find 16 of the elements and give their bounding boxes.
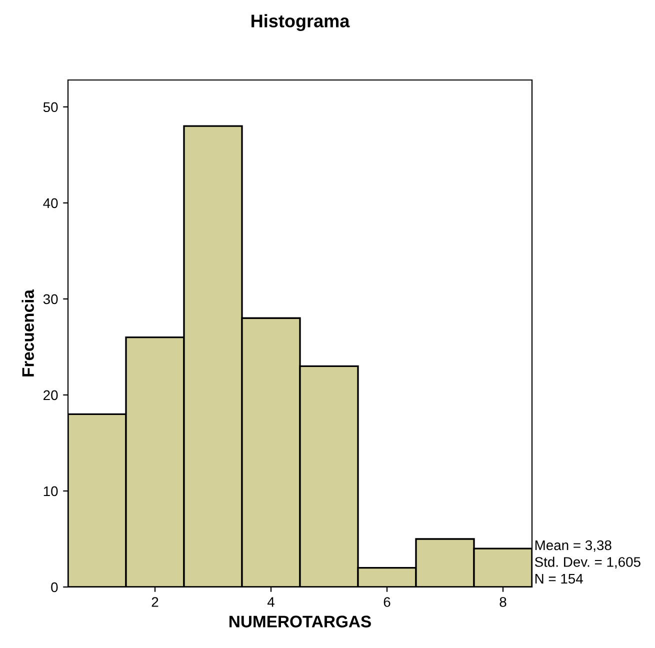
- x-tick-label: 2: [152, 597, 158, 607]
- chart-title: Histograma: [252, 14, 350, 32]
- y-tick-label: 40: [43, 198, 58, 208]
- y-tick-label: 0: [51, 582, 58, 592]
- x-axis-title: NUMEROTARGAS: [230, 616, 371, 628]
- text: Mean = 3,38: [535, 540, 612, 552]
- y-tick-label: 10: [44, 486, 58, 496]
- x-tick-label: 6: [384, 597, 390, 607]
- y-tick-label: 30: [43, 294, 58, 304]
- text: Std. Dev. = 1,605: [534, 556, 640, 569]
- x-tick-label: 4: [267, 597, 274, 607]
- y-tick-label: 50: [43, 102, 58, 112]
- text: N = 154: [535, 574, 583, 584]
- y-axis-title: Frecuencia: [22, 289, 34, 376]
- y-tick-label: 20: [44, 390, 58, 400]
- x-tick-label: 8: [500, 597, 506, 607]
